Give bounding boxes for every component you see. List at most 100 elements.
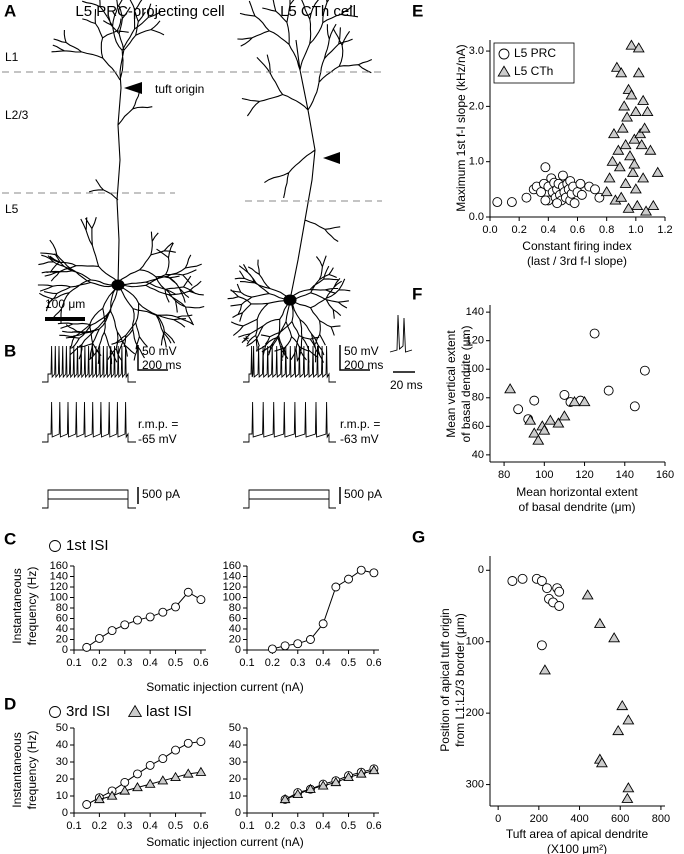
scale-label: 20 ms bbox=[390, 378, 423, 392]
y-tick-label: 40 bbox=[56, 739, 68, 751]
x-tick-label: 0.3 bbox=[290, 657, 305, 669]
y-axis-label: Mean vertical extent bbox=[444, 330, 458, 438]
marker bbox=[145, 612, 155, 622]
marker bbox=[651, 166, 664, 177]
x-tick-label: 400 bbox=[570, 813, 588, 825]
marker bbox=[132, 782, 143, 792]
y-tick-label: 120 bbox=[50, 581, 68, 593]
x-tick-label: 800 bbox=[652, 813, 670, 825]
marker bbox=[568, 395, 581, 407]
y-tick-label: 80 bbox=[56, 602, 68, 614]
marker bbox=[536, 640, 547, 651]
x-axis-label: Mean horizontal extent bbox=[516, 485, 638, 499]
marker bbox=[576, 189, 587, 200]
y-tick-label: 0 bbox=[235, 644, 241, 656]
x-tick-label: 140 bbox=[616, 469, 634, 481]
scale-label: 200 ms bbox=[142, 358, 181, 372]
y-tick-label: 40 bbox=[229, 623, 241, 635]
series-line bbox=[86, 591, 202, 648]
y-tick-label: 20 bbox=[229, 633, 241, 645]
x-tick-label: 1.0 bbox=[628, 224, 643, 236]
marker bbox=[607, 127, 620, 139]
marker bbox=[144, 778, 156, 788]
marker bbox=[647, 199, 660, 211]
marker bbox=[145, 760, 155, 770]
marker bbox=[157, 775, 169, 785]
x-tick-label: 0.3 bbox=[117, 820, 132, 832]
x-axis-label: Constant firing index bbox=[522, 239, 631, 253]
marker bbox=[632, 42, 645, 53]
marker bbox=[196, 737, 206, 747]
x-tick-label: 0.4 bbox=[316, 820, 331, 832]
marker bbox=[544, 414, 557, 425]
x-tick-label: 0.8 bbox=[599, 224, 614, 236]
panel-letter: E bbox=[412, 1, 423, 20]
marker bbox=[558, 410, 571, 421]
marker bbox=[595, 757, 608, 768]
x-tick-label: 1.2 bbox=[657, 224, 672, 236]
marker bbox=[625, 89, 638, 100]
marker bbox=[622, 202, 635, 213]
x-tick-label: 0.3 bbox=[117, 657, 132, 669]
marker bbox=[581, 589, 594, 600]
y-axis-label: Instantaneous bbox=[10, 732, 24, 807]
soma bbox=[283, 294, 297, 306]
x-tick-label: 160 bbox=[656, 469, 674, 481]
arrowhead bbox=[323, 152, 340, 164]
chart: 0.1 0.2 0.3 0.4 0.5 0.6 0 10 20 30 40 50 bbox=[229, 722, 382, 832]
x-tick-label: 0.5 bbox=[341, 820, 356, 832]
marker bbox=[538, 664, 551, 675]
x-tick-label: 0.1 bbox=[239, 820, 254, 832]
marker bbox=[628, 158, 641, 169]
marker bbox=[133, 769, 142, 779]
marker bbox=[608, 632, 621, 643]
panel-letter: B bbox=[4, 341, 16, 360]
marker bbox=[612, 724, 625, 736]
marker bbox=[603, 385, 614, 396]
inset-trace bbox=[389, 314, 413, 353]
scale-label: 100 μm bbox=[45, 297, 85, 311]
chart: 0 200 400 600 800 0 100 200 300 Tuft area of apic… bbox=[438, 556, 670, 854]
marker bbox=[637, 172, 650, 183]
x-tick-label: 0.1 bbox=[239, 657, 254, 669]
legend-label: 1st ISI bbox=[66, 537, 109, 554]
x-tick-label: 0.1 bbox=[66, 657, 81, 669]
marker bbox=[343, 771, 354, 781]
y-axis-label: frequency (Hz) bbox=[25, 567, 39, 646]
marker bbox=[171, 602, 180, 612]
x-tick-label: 0.1 bbox=[66, 820, 81, 832]
scale-bar bbox=[339, 345, 370, 371]
x-tick-label: 0.3 bbox=[290, 820, 305, 832]
y-tick-label: 20 bbox=[229, 773, 241, 785]
marker bbox=[622, 714, 635, 725]
y-tick-label: 0 bbox=[62, 807, 68, 819]
marker bbox=[279, 793, 291, 804]
rmp-value: -63 mV bbox=[340, 432, 379, 446]
chart: 80 100 120 140 160 40 60 80 100 120 140 Mean horizo… bbox=[444, 305, 674, 514]
y-tick-label: 60 bbox=[56, 612, 68, 624]
marker bbox=[613, 161, 626, 172]
x-axis-label: of basal dendrite (μm) bbox=[519, 500, 636, 514]
marker bbox=[49, 706, 61, 718]
y-tick-label: 100 bbox=[223, 591, 241, 603]
marker bbox=[542, 583, 552, 594]
marker bbox=[292, 788, 304, 798]
cell-title: L5 PRC-projecting cell bbox=[75, 3, 224, 20]
y-tick-label: 160 bbox=[223, 560, 241, 572]
marker bbox=[635, 139, 648, 150]
marker bbox=[625, 39, 638, 50]
marker bbox=[506, 197, 517, 208]
marker bbox=[158, 607, 168, 617]
marker bbox=[82, 800, 92, 809]
y-tick-label: 100 bbox=[466, 636, 484, 648]
marker bbox=[618, 100, 631, 111]
marker bbox=[606, 155, 619, 166]
legend-label: L5 PRC bbox=[514, 46, 556, 60]
rmp-value: -65 mV bbox=[138, 432, 177, 446]
marker bbox=[589, 328, 600, 339]
arrowhead bbox=[124, 82, 142, 94]
x-tick-label: 200 bbox=[530, 813, 548, 825]
marker bbox=[610, 61, 623, 72]
